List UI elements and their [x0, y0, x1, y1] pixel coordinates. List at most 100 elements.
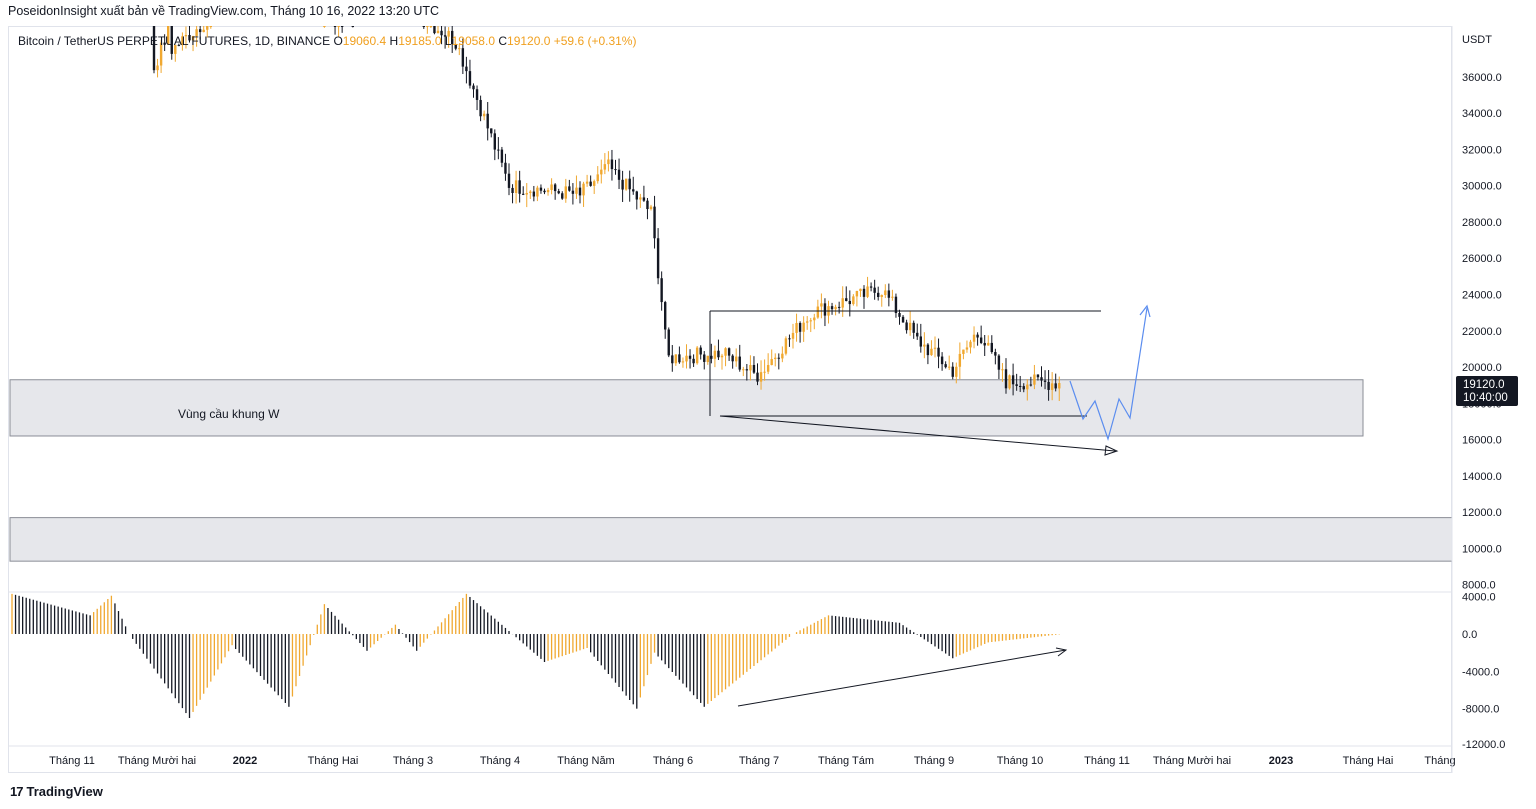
- candle-body: [440, 30, 443, 36]
- demand-zone-rect[interactable]: [9, 379, 1364, 437]
- candle-body: [1001, 369, 1004, 371]
- candle-body: [1022, 386, 1025, 390]
- oscillator-tick-label: 4000.0: [1462, 592, 1496, 604]
- time-tick-label: Tháng 10: [997, 755, 1043, 767]
- candle-body: [1029, 384, 1033, 386]
- candle-body: [156, 65, 159, 71]
- candle-body: [919, 336, 922, 347]
- tradingview-logo-icon: 17: [10, 784, 24, 799]
- price-divergence-arrow-head: [1104, 445, 1119, 456]
- lower-zone-rect[interactable]: [9, 517, 1453, 562]
- price-axis[interactable]: USDT 36000.0 34000.0 32000.0 30000.0 28000.0 2…: [1462, 34, 1502, 592]
- candle-body: [479, 99, 482, 117]
- candle-body: [710, 355, 713, 359]
- candle-body: [589, 181, 592, 186]
- candle-body: [536, 187, 539, 197]
- candle-body: [543, 190, 546, 193]
- price-divergence-arrow[interactable]: [719, 415, 1116, 452]
- time-tick-label: Tháng 7: [739, 755, 779, 767]
- candle-body: [667, 329, 670, 356]
- candle-body: [646, 200, 649, 210]
- oscillator-tick-label: -12000.0: [1462, 739, 1505, 751]
- candle-body: [699, 347, 702, 355]
- candle-body: [177, 44, 181, 46]
- projection-path[interactable]: [1069, 307, 1148, 442]
- candle-body: [639, 197, 642, 200]
- candle-body: [1011, 375, 1015, 385]
- candle-body: [465, 66, 468, 72]
- candle-body: [951, 366, 954, 377]
- candle-body: [845, 298, 848, 301]
- oscillator-divergence-arrow[interactable]: [737, 649, 1067, 707]
- demand-zone-label: Vùng cầu khung W: [178, 407, 280, 421]
- bar-countdown: 10:40:00: [1463, 392, 1508, 404]
- price-tick-label: 14000.0: [1462, 471, 1502, 483]
- candle-body: [816, 306, 820, 318]
- candle-body: [848, 300, 851, 305]
- candle-body: [585, 181, 589, 184]
- candle-body: [756, 372, 759, 382]
- candle-body: [458, 48, 461, 50]
- candle-body: [610, 159, 614, 170]
- candle-body: [191, 35, 195, 41]
- candle-body: [546, 189, 550, 193]
- candle-body: [742, 369, 745, 371]
- candle-body: [841, 298, 844, 308]
- candle-body: [965, 347, 969, 350]
- time-tick-label: Tháng 6: [653, 755, 693, 767]
- candle-body: [159, 42, 163, 66]
- symbol-legend[interactable]: Bitcoin / TetherUS PERPETUAL FUTURES, 1D…: [18, 34, 636, 48]
- price-tick-label: 8000.0: [1462, 580, 1496, 592]
- candle-body: [855, 290, 859, 297]
- candle-body: [1050, 383, 1054, 390]
- candle-body: [795, 323, 798, 333]
- candle-body: [692, 358, 695, 364]
- candle-body: [813, 317, 816, 321]
- symbol-name: Bitcoin / TetherUS PERPETUAL FUTURES, 1D…: [18, 34, 331, 48]
- candle-body: [735, 356, 738, 362]
- candle-body: [962, 349, 965, 354]
- candle-body: [568, 186, 571, 191]
- candle-body: [522, 193, 525, 195]
- time-tick-label: Tháng 11: [1084, 755, 1130, 767]
- candle-body: [511, 187, 514, 193]
- candle-body: [1015, 384, 1018, 386]
- oscillator-axis[interactable]: 4000.0 0.0 -4000.0 -8000.0 -12000.0: [1462, 592, 1505, 751]
- candle-body: [447, 30, 450, 37]
- candle-body: [766, 365, 770, 372]
- candle-body: [990, 342, 993, 353]
- oscillator-tick-label: -4000.0: [1462, 666, 1499, 678]
- time-tick-label: 2023: [1269, 755, 1293, 767]
- candle-body: [628, 178, 631, 190]
- time-axis[interactable]: Tháng 11 Tháng Mười hai 2022 Tháng Hai Tháng…: [8, 745, 1456, 767]
- candle-body: [749, 364, 752, 371]
- footer-brand[interactable]: 17 TradingView: [10, 784, 103, 799]
- candle-body: [337, 26, 340, 27]
- candle-body: [493, 133, 496, 150]
- time-tick-label: Tháng 4: [480, 755, 520, 767]
- candle-body: [461, 48, 465, 67]
- candle-body: [539, 187, 543, 191]
- candle-body: [784, 338, 788, 354]
- candle-body: [898, 313, 901, 317]
- candle-body: [678, 354, 681, 363]
- candle-body: [862, 288, 866, 297]
- candle-body: [188, 34, 191, 41]
- candle-body: [809, 320, 812, 322]
- open-value: 19060.4: [342, 34, 387, 48]
- price-tick-label: 36000.0: [1462, 72, 1502, 84]
- price-axis-unit: USDT: [1462, 34, 1492, 46]
- candle-body: [880, 295, 883, 297]
- candle-body: [482, 113, 486, 117]
- publisher-header: PoseidonInsight xuất bản về TradingView.…: [8, 4, 439, 24]
- candle-body: [891, 296, 894, 298]
- time-tick-label: Tháng Hai: [1343, 755, 1394, 767]
- candle-body: [340, 26, 344, 27]
- candle-body: [152, 26, 156, 71]
- candle-body: [788, 338, 791, 340]
- candle-body: [557, 191, 560, 194]
- candle-body: [713, 350, 717, 359]
- candle-body: [472, 85, 475, 90]
- candle-body: [532, 191, 536, 197]
